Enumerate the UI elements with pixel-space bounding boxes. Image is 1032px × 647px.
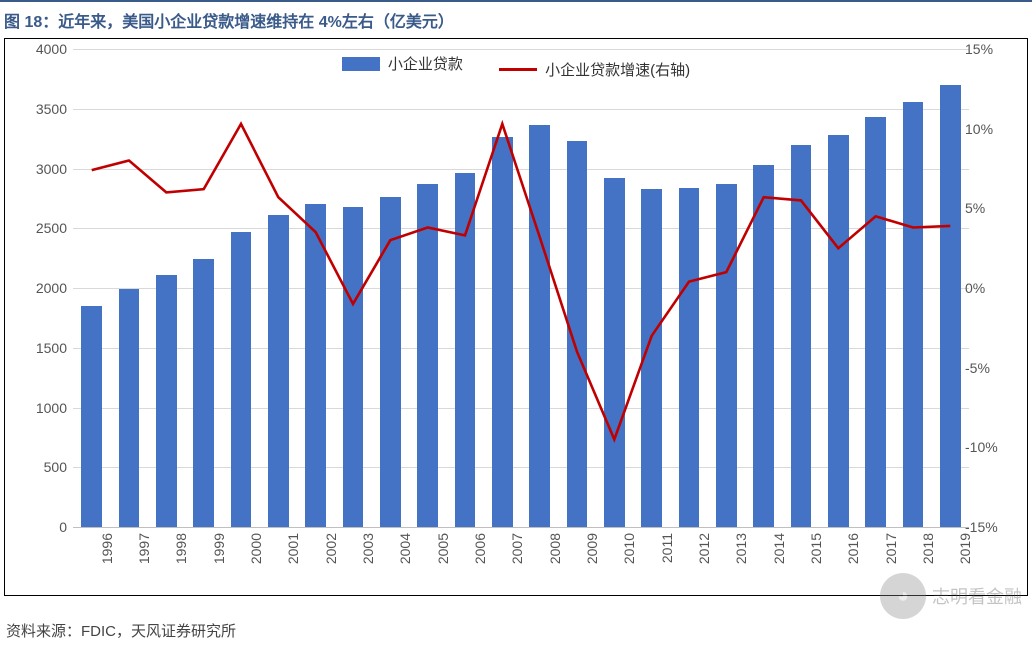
x-tick-label: 2017 <box>883 533 899 564</box>
chart-container: 小企业贷款 小企业贷款增速(右轴) 0500100015002000250030… <box>4 38 1028 596</box>
x-tick-label: 1999 <box>211 533 227 564</box>
gridline <box>73 527 969 528</box>
x-tick-label: 1997 <box>136 533 152 564</box>
x-tick-label: 2003 <box>360 533 376 564</box>
x-tick-label: 2001 <box>285 533 301 564</box>
y-right-tick-label: 10% <box>965 121 1025 137</box>
line-series <box>73 49 969 527</box>
y-left-tick-label: 1500 <box>7 340 67 356</box>
y-right-tick-label: 0% <box>965 280 1025 296</box>
plot-area: 05001000150020002500300035004000-15%-10%… <box>73 49 969 527</box>
x-tick-label: 2016 <box>845 533 861 564</box>
x-tick-label: 2015 <box>808 533 824 564</box>
y-right-tick-label: -5% <box>965 360 1025 376</box>
y-left-tick-label: 0 <box>7 519 67 535</box>
y-left-tick-label: 4000 <box>7 41 67 57</box>
y-right-tick-label: 5% <box>965 200 1025 216</box>
x-tick-label: 2006 <box>472 533 488 564</box>
growth-line <box>92 124 951 440</box>
y-right-tick-label: 15% <box>965 41 1025 57</box>
x-tick-label: 2007 <box>509 533 525 564</box>
y-left-tick-label: 500 <box>7 459 67 475</box>
x-tick-label: 2013 <box>733 533 749 564</box>
y-left-tick-label: 1000 <box>7 400 67 416</box>
y-left-tick-label: 3500 <box>7 101 67 117</box>
source-citation: 资料来源：FDIC，天风证券研究所 <box>6 620 236 641</box>
y-left-tick-label: 2000 <box>7 280 67 296</box>
x-tick-label: 2014 <box>771 533 787 564</box>
x-tick-label: 2018 <box>920 533 936 564</box>
chart-title: 图 18：近年来，美国小企业贷款增速维持在 4%左右（亿美元） <box>0 0 1032 38</box>
y-right-tick-label: -10% <box>965 439 1025 455</box>
x-tick-label: 1996 <box>99 533 115 564</box>
x-tick-label: 2009 <box>584 533 600 564</box>
x-tick-label: 2004 <box>397 533 413 564</box>
x-tick-label: 2010 <box>621 533 637 564</box>
x-tick-label: 2008 <box>547 533 563 564</box>
x-tick-label: 2011 <box>659 533 675 563</box>
x-tick-label: 2012 <box>696 533 712 564</box>
x-tick-label: 2019 <box>957 533 973 564</box>
y-left-tick-label: 2500 <box>7 220 67 236</box>
y-right-tick-label: -15% <box>965 519 1025 535</box>
x-tick-label: 1998 <box>173 533 189 564</box>
x-tick-label: 2005 <box>435 533 451 564</box>
y-left-tick-label: 3000 <box>7 161 67 177</box>
x-tick-label: 2002 <box>323 533 339 564</box>
x-tick-label: 2000 <box>248 533 264 564</box>
